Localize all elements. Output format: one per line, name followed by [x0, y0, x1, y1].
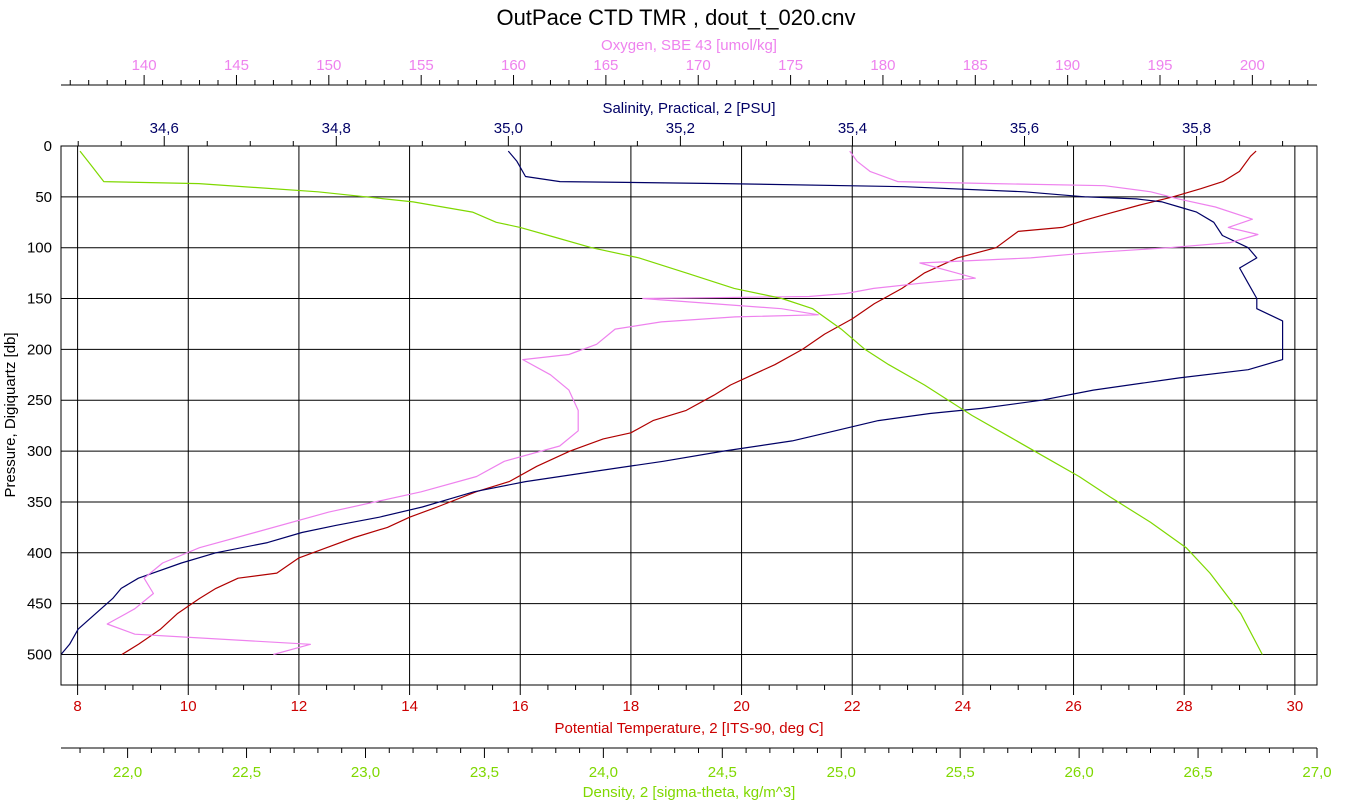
salinity-tick-label: 34,6 [150, 120, 179, 137]
density-series-line [79, 150, 1263, 655]
oxygen-tick-label: 175 [778, 57, 803, 74]
oxygen-tick-label: 180 [870, 57, 895, 74]
y-tick-label: 350 [27, 494, 52, 511]
y-tick-label: 50 [35, 189, 52, 206]
y-tick-label: 300 [27, 443, 52, 460]
y-tick-label: 200 [27, 341, 52, 358]
temperature-tick-label: 16 [512, 698, 529, 715]
temperature-tick-label: 8 [73, 698, 81, 715]
density-tick-label: 27,0 [1302, 764, 1331, 781]
density-tick-label: 23,0 [351, 764, 380, 781]
oxygen-tick-label: 165 [593, 57, 618, 74]
temperature-tick-label: 20 [733, 698, 750, 715]
salinity-tick-label: 35,4 [838, 120, 867, 137]
density-tick-label: 23,5 [470, 764, 499, 781]
temperature-series-line [121, 150, 1257, 656]
chart-title: OutPace CTD TMR , dout_t_020.cnv [496, 5, 855, 30]
temperature-tick-label: 18 [623, 698, 640, 715]
y-tick-label: 500 [27, 646, 52, 663]
salinity-series-line [60, 150, 1284, 655]
temperature-axis-label: Potential Temperature, 2 [ITS-90, deg C] [554, 720, 823, 737]
oxygen-tick-label: 140 [132, 57, 157, 74]
salinity-tick-label: 34,8 [322, 120, 351, 137]
oxygen-tick-label: 200 [1240, 57, 1265, 74]
temperature-tick-label: 10 [180, 698, 197, 715]
salinity-axis-label: Salinity, Practical, 2 [PSU] [602, 100, 775, 117]
density-tick-label: 26,0 [1065, 764, 1094, 781]
plot-frame [60, 145, 1318, 686]
oxygen-axis-label: Oxygen, SBE 43 [umol/kg] [601, 37, 777, 54]
salinity-tick-label: 35,8 [1182, 120, 1211, 137]
y-tick-label: 450 [27, 596, 52, 613]
y-axis-label: Pressure, Digiquartz [db] [2, 332, 19, 497]
y-tick-label: 100 [27, 240, 52, 257]
data-series [60, 150, 1284, 656]
temperature-tick-label: 28 [1176, 698, 1193, 715]
density-tick-label: 26,5 [1183, 764, 1212, 781]
salinity-tick-label: 35,0 [494, 120, 523, 137]
density-tick-label: 25,0 [827, 764, 856, 781]
grid [61, 145, 1317, 685]
oxygen-tick-label: 155 [409, 57, 434, 74]
oxygen-tick-label: 190 [1055, 57, 1080, 74]
density-tick-label: 24,0 [589, 764, 618, 781]
oxygen-series-line [106, 150, 1259, 656]
density-axis-label: Density, 2 [sigma-theta, kg/m^3] [583, 784, 796, 801]
density-tick-label: 25,5 [946, 764, 975, 781]
temperature-tick-label: 14 [401, 698, 418, 715]
temperature-tick-label: 12 [291, 698, 308, 715]
y-tick-label: 400 [27, 545, 52, 562]
salinity-tick-label: 35,2 [666, 120, 695, 137]
density-tick-label: 22,0 [113, 764, 142, 781]
salinity-tick-label: 35,6 [1010, 120, 1039, 137]
density-tick-label: 22,5 [232, 764, 261, 781]
temperature-tick-label: 30 [1287, 698, 1304, 715]
oxygen-tick-label: 195 [1147, 57, 1172, 74]
axes: 0 50 100 150 200 250 300 350 400 450 500 Pressure, … [2, 37, 1332, 801]
oxygen-tick-label: 150 [316, 57, 341, 74]
y-tick-label: 150 [27, 291, 52, 308]
y-tick-label: 250 [27, 392, 52, 409]
oxygen-tick-label: 170 [686, 57, 711, 74]
temperature-tick-label: 26 [1065, 698, 1082, 715]
temperature-tick-label: 22 [844, 698, 861, 715]
oxygen-tick-label: 145 [224, 57, 249, 74]
density-tick-label: 24,5 [708, 764, 737, 781]
oxygen-tick-label: 185 [963, 57, 988, 74]
temperature-tick-label: 24 [955, 698, 972, 715]
oxygen-tick-label: 160 [501, 57, 526, 74]
y-tick-label: 0 [44, 138, 52, 155]
